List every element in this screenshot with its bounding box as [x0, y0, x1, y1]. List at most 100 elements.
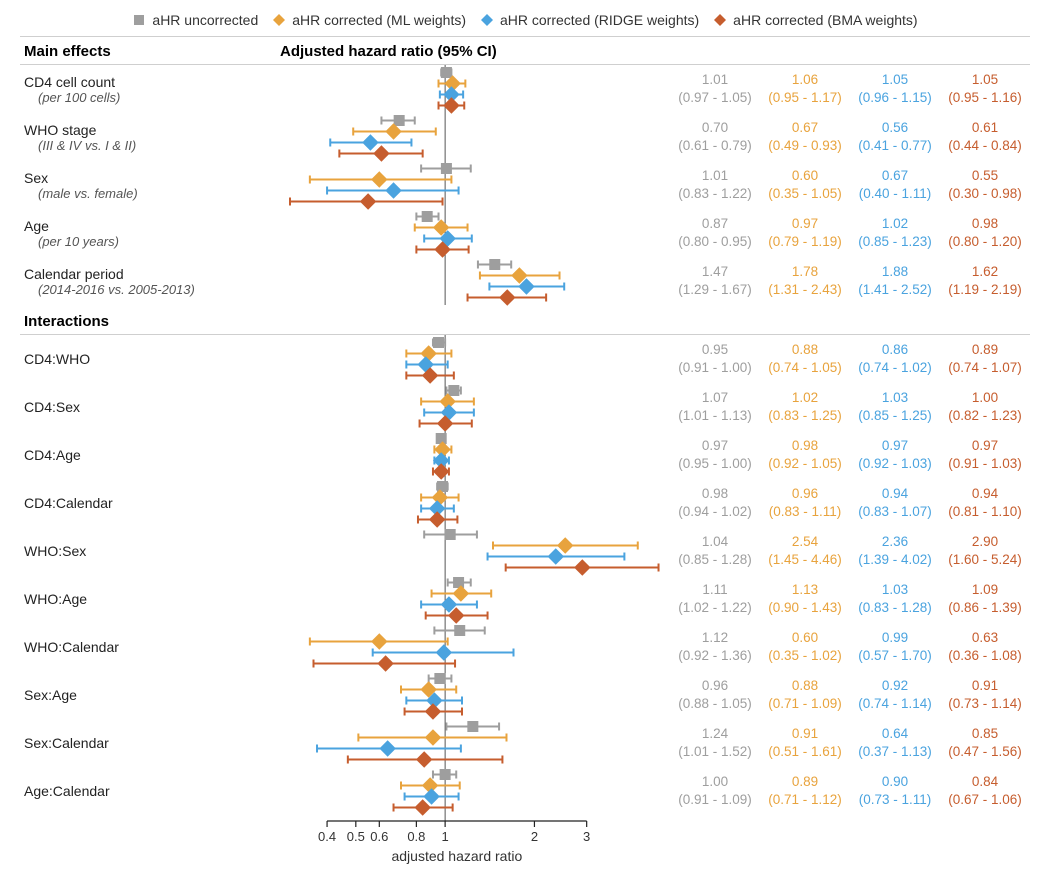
value-ci: (0.36 - 1.08)	[940, 647, 1030, 665]
value-est: 0.98	[670, 485, 760, 503]
row-values: 1.000.890.900.84(0.91 - 1.09)(0.71 - 1.1…	[670, 767, 1030, 815]
row-plot	[280, 113, 670, 161]
value-est: 0.64	[850, 725, 940, 743]
row-label-sub: (III & IV vs. I & II)	[24, 138, 280, 153]
header-right	[670, 43, 1030, 60]
row-label-main: CD4:WHO	[24, 351, 280, 367]
value-ci: (1.41 - 2.52)	[850, 281, 940, 299]
forest-row: CD4:Age0.970.980.970.97(0.95 - 1.00)(0.9…	[20, 431, 1030, 479]
row-values: 0.950.880.860.89(0.91 - 1.00)(0.74 - 1.0…	[670, 335, 1030, 383]
value-ci: (1.02 - 1.22)	[670, 599, 760, 617]
row-plot	[280, 257, 670, 305]
value-ci: (1.60 - 5.24)	[940, 551, 1030, 569]
row-label-main: WHO:Age	[24, 591, 280, 607]
row-values: 1.010.600.670.55(0.83 - 1.22)(0.35 - 1.0…	[670, 161, 1030, 209]
row-label-main: Sex	[24, 170, 280, 186]
row-plot	[280, 671, 670, 719]
value-est: 0.60	[760, 167, 850, 185]
row-plot	[280, 161, 670, 209]
row-label-main: WHO:Sex	[24, 543, 280, 559]
value-est: 1.02	[760, 389, 850, 407]
value-est: 0.95	[670, 341, 760, 359]
row-values: 1.111.131.031.09(1.02 - 1.22)(0.90 - 1.4…	[670, 575, 1030, 623]
value-est: 1.04	[670, 533, 760, 551]
value-est: 0.67	[760, 119, 850, 137]
value-est: 1.78	[760, 263, 850, 281]
forest-row: Age(per 10 years)0.870.971.020.98(0.80 -…	[20, 209, 1030, 257]
value-ci: (0.67 - 1.06)	[940, 791, 1030, 809]
value-ci: (0.73 - 1.11)	[850, 791, 940, 809]
value-ci: (0.37 - 1.13)	[850, 743, 940, 761]
forest-row: Sex:Calendar1.240.910.640.85(1.01 - 1.52…	[20, 719, 1030, 767]
value-ci: (0.83 - 1.28)	[850, 599, 940, 617]
forest-row: Age:Calendar1.000.890.900.84(0.91 - 1.09…	[20, 767, 1030, 815]
value-ci: (0.86 - 1.39)	[940, 599, 1030, 617]
svg-text:0.5: 0.5	[347, 829, 365, 844]
forest-row: CD4 cell count(per 100 cells)1.011.061.0…	[20, 65, 1030, 113]
row-values: 1.240.910.640.85(1.01 - 1.52)(0.51 - 1.6…	[670, 719, 1030, 767]
value-est: 0.94	[850, 485, 940, 503]
value-ci: (1.01 - 1.52)	[670, 743, 760, 761]
value-est: 0.97	[670, 437, 760, 455]
legend-label: aHR corrected (BMA weights)	[733, 12, 917, 28]
row-label: Age(per 10 years)	[20, 209, 280, 257]
row-label: WHO:Calendar	[20, 623, 280, 671]
row-plot	[280, 479, 670, 527]
forest-row: CD4:Calendar0.980.960.940.94(0.94 - 1.02…	[20, 479, 1030, 527]
value-est: 0.89	[760, 773, 850, 791]
value-ci: (0.83 - 1.11)	[760, 503, 850, 521]
value-ci: (0.95 - 1.17)	[760, 89, 850, 107]
value-est: 0.88	[760, 677, 850, 695]
value-ci: (0.51 - 1.61)	[760, 743, 850, 761]
value-est: 1.09	[940, 581, 1030, 599]
row-plot	[280, 383, 670, 431]
row-label-main: CD4:Age	[24, 447, 280, 463]
value-est: 0.89	[940, 341, 1030, 359]
value-ci: (1.31 - 2.43)	[760, 281, 850, 299]
diamond-icon	[713, 13, 727, 27]
legend-item: aHR corrected (BMA weights)	[713, 12, 917, 28]
value-est: 1.47	[670, 263, 760, 281]
value-ci: (0.74 - 1.05)	[760, 359, 850, 377]
forest-row: WHO:Calendar 1.120.600.990.63(0.92 - 1.36…	[20, 623, 1030, 671]
value-est: 0.86	[850, 341, 940, 359]
value-est: 0.60	[760, 629, 850, 647]
value-est: 0.97	[940, 437, 1030, 455]
value-est: 2.54	[760, 533, 850, 551]
value-ci: (0.80 - 1.20)	[940, 233, 1030, 251]
row-plot	[280, 527, 670, 575]
row-plot	[280, 65, 670, 113]
value-ci: (0.92 - 1.36)	[670, 647, 760, 665]
row-values: 1.120.600.990.63(0.92 - 1.36)(0.35 - 1.0…	[670, 623, 1030, 671]
row-label-main: Age	[24, 218, 280, 234]
value-est: 0.98	[760, 437, 850, 455]
value-est: 0.91	[940, 677, 1030, 695]
value-est: 2.90	[940, 533, 1030, 551]
legend-item: aHR corrected (ML weights)	[272, 12, 466, 28]
forest-row: WHO:Age1.111.131.031.09(1.02 - 1.22)(0.9…	[20, 575, 1030, 623]
forest-row: WHO:Sex1.042.542.362.90(0.85 - 1.28)(1.4…	[20, 527, 1030, 575]
value-est: 0.96	[670, 677, 760, 695]
value-ci: (0.35 - 1.02)	[760, 647, 850, 665]
value-est: 0.56	[850, 119, 940, 137]
value-ci: (1.01 - 1.13)	[670, 407, 760, 425]
forest-row: Sex:Age0.960.880.920.91(0.88 - 1.05)(0.7…	[20, 671, 1030, 719]
row-plot	[280, 431, 670, 479]
row-plot	[280, 767, 670, 815]
value-est: 0.94	[940, 485, 1030, 503]
row-label-main: WHO stage	[24, 122, 280, 138]
row-label: CD4:Calendar	[20, 479, 280, 527]
forest-row: WHO stage(III & IV vs. I & II)0.700.670.…	[20, 113, 1030, 161]
value-ci: (0.40 - 1.11)	[850, 185, 940, 203]
row-label-sub: (male vs. female)	[24, 186, 280, 201]
value-ci: (0.85 - 1.28)	[670, 551, 760, 569]
svg-text:3: 3	[583, 829, 590, 844]
row-label: WHO:Sex	[20, 527, 280, 575]
legend-label: aHR corrected (ML weights)	[292, 12, 466, 28]
value-ci: (0.30 - 0.98)	[940, 185, 1030, 203]
row-values: 1.071.021.031.00(1.01 - 1.13)(0.83 - 1.2…	[670, 383, 1030, 431]
forest-row: CD4:Sex1.071.021.031.00(1.01 - 1.13)(0.8…	[20, 383, 1030, 431]
value-ci: (1.39 - 4.02)	[850, 551, 940, 569]
value-ci: (0.71 - 1.09)	[760, 695, 850, 713]
value-ci: (0.92 - 1.05)	[760, 455, 850, 473]
